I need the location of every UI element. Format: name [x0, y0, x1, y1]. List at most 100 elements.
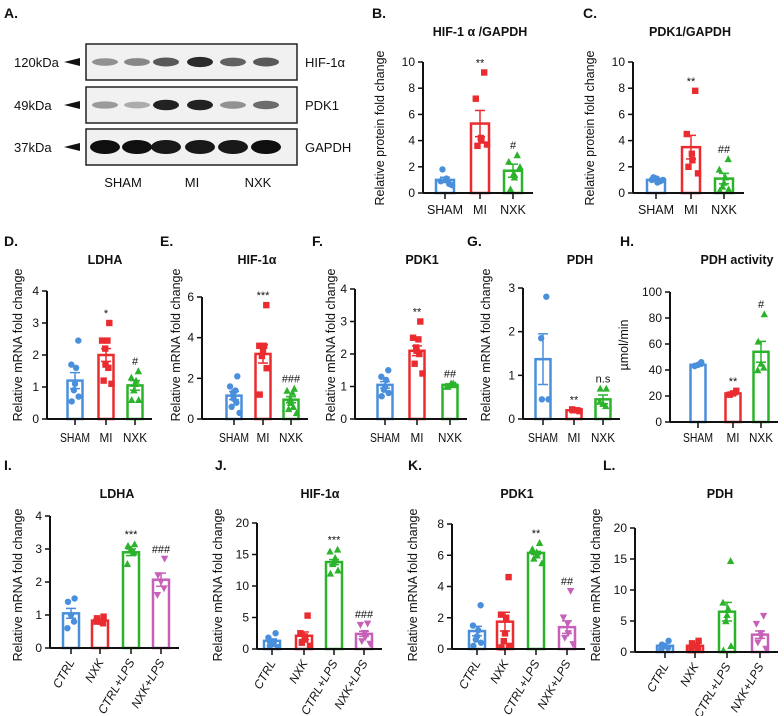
chart-title: HIF-1α	[301, 487, 340, 501]
data-point	[505, 642, 513, 650]
y-tick-label: 6	[187, 290, 194, 304]
y-tick-label: 10	[236, 579, 250, 593]
y-tick-label: 20	[236, 516, 250, 530]
data-point	[334, 566, 342, 574]
y-tick-label: 2	[187, 371, 194, 385]
bar-group-nxk-lps: ##	[557, 576, 577, 651]
data-point	[256, 391, 263, 398]
data-point	[757, 633, 765, 641]
data-point	[71, 380, 79, 387]
y-tick-label: 1	[340, 380, 347, 394]
bar-group-ctrl-lps: ***	[324, 534, 344, 651]
data-point	[413, 347, 420, 354]
y-tick-label: 0	[242, 642, 249, 656]
data-point	[358, 638, 366, 646]
y-axis-label: Relative mRNA fold change	[11, 269, 25, 422]
data-point	[105, 364, 112, 371]
data-point	[356, 621, 365, 629]
data-point	[326, 547, 334, 555]
blot-group-label: NXK	[245, 175, 272, 190]
data-point	[447, 379, 455, 387]
y-axis-label: Relative mRNA fold change	[406, 509, 420, 662]
data-point	[100, 377, 107, 384]
bar-group-nxk: #	[126, 356, 144, 421]
data-point	[721, 173, 730, 181]
significance-label: **	[476, 57, 485, 69]
bar-group-mi: **	[469, 57, 491, 195]
data-point	[566, 587, 575, 595]
chart-panel-j: J. HIF-1α Relative mRNA fold change CTRL NXK…	[211, 457, 382, 716]
data-point	[265, 634, 272, 641]
data-point	[130, 540, 139, 548]
data-point	[754, 639, 762, 647]
y-tick-label: 20	[614, 521, 628, 535]
data-point	[260, 342, 268, 349]
data-point	[272, 630, 279, 637]
y-axis-label: µmol/min	[617, 319, 631, 370]
bar-group-ctrl-lps	[717, 557, 737, 654]
chart-panel-g: G. PDH Relative mRNA fold change SHAM ** MI n.…	[467, 233, 620, 445]
bar-group-nxk: ###	[282, 374, 301, 421]
data-point	[226, 383, 234, 390]
x-tick-label: NXK	[487, 657, 512, 686]
data-point	[543, 293, 550, 300]
y-tick-label: 0	[508, 412, 515, 426]
data-point	[75, 393, 82, 400]
x-tick-label: SHAM	[60, 431, 90, 445]
data-point	[602, 384, 610, 392]
data-point	[380, 386, 388, 393]
y-tick-label: 100	[642, 285, 662, 299]
data-point	[134, 396, 143, 403]
bar-group-sham	[434, 166, 456, 195]
chart-title: PDH	[707, 487, 733, 501]
blot-row: 37kDa GAPDH	[14, 128, 351, 166]
data-point	[333, 545, 342, 553]
data-point	[528, 545, 537, 553]
significance-label: ###	[282, 374, 301, 386]
bar-group-mi: **	[680, 76, 702, 195]
bar-group-mi: **	[408, 307, 426, 421]
y-tick-label: 8	[408, 81, 415, 95]
data-point	[757, 359, 765, 367]
bar-group-nxk: ##	[713, 144, 735, 195]
data-point	[124, 542, 132, 549]
data-point	[754, 366, 762, 374]
significance-label: **	[687, 76, 696, 88]
x-tick-label: SHAM	[683, 431, 713, 445]
x-tick-label: CTRL	[456, 658, 484, 692]
y-tick-label: 2	[437, 611, 444, 625]
y-tick-label: 1	[508, 368, 515, 382]
y-tick-label: 0	[187, 412, 194, 426]
x-tick-label: CTRL	[644, 661, 672, 695]
data-point	[283, 386, 291, 394]
data-point	[602, 402, 610, 410]
data-point	[98, 337, 106, 344]
bar-group-nxk-lps: ###	[151, 544, 171, 650]
data-point	[650, 174, 657, 181]
y-tick-label: 2	[408, 160, 415, 174]
y-tick-label: 0	[408, 186, 415, 200]
data-point	[569, 407, 577, 414]
y-tick-label: 6	[437, 548, 444, 562]
data-point	[576, 407, 583, 415]
bar-group-ctrl	[61, 595, 81, 650]
data-point	[559, 614, 568, 622]
data-point	[411, 360, 418, 367]
data-point	[302, 636, 309, 643]
x-tick-label: MI	[473, 203, 487, 217]
data-point	[157, 578, 165, 586]
data-point	[127, 373, 136, 381]
significance-label: ***	[257, 290, 271, 302]
y-tick-label: 0	[618, 186, 625, 200]
significance-label: ###	[152, 544, 171, 556]
data-point	[760, 310, 768, 318]
molecular-weight-label: 37kDa	[14, 140, 52, 155]
bar-group-nxk: #	[502, 140, 524, 195]
x-tick-label: SHAM	[219, 431, 249, 445]
y-tick-label: 15	[236, 548, 250, 562]
x-tick-label: NXK	[591, 431, 616, 445]
data-point	[752, 620, 761, 628]
data-point	[233, 399, 240, 406]
data-point	[688, 150, 696, 157]
data-point	[685, 163, 692, 170]
